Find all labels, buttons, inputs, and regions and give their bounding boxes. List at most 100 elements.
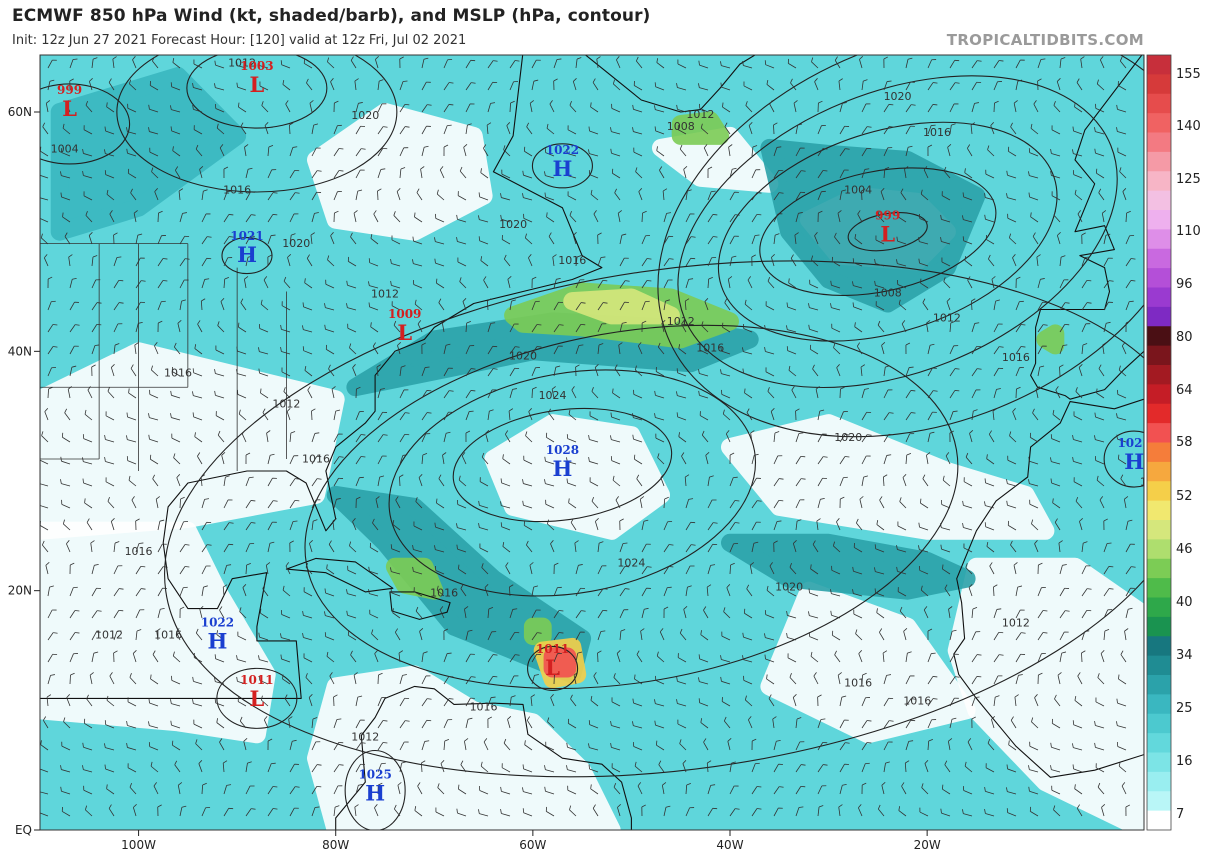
colorbar-tick-label: 58 — [1176, 435, 1193, 450]
isobar-label: 1008 — [874, 286, 902, 299]
colorbar-tick-label: 140 — [1176, 119, 1201, 134]
longitude-axis: 100W 80W 60W 40W 20W — [121, 830, 941, 852]
colorbar-tick-label: 64 — [1176, 383, 1193, 398]
isobar-label: 1012 — [351, 730, 379, 743]
svg-text:L: L — [397, 320, 412, 345]
isobar-label: 1004 — [844, 183, 872, 196]
isobar-label: 1020 — [509, 350, 537, 363]
colorbar-swatch — [1147, 403, 1171, 424]
isobar-label: 1024 — [617, 557, 645, 570]
wind-barbs — [40, 56, 1136, 817]
colorbar-swatch — [1147, 365, 1171, 385]
colorbar-tick-label: 110 — [1176, 224, 1201, 239]
isobar-label: 1016 — [154, 629, 182, 642]
svg-text:L: L — [880, 222, 895, 247]
colorbar-swatch — [1147, 132, 1171, 153]
colorbar-swatch — [1147, 190, 1171, 211]
colorbar-tick-label: 155 — [1176, 67, 1201, 82]
colorbar-swatch — [1147, 597, 1171, 618]
isobar-label: 1012 — [272, 398, 300, 411]
colorbar-swatch — [1147, 461, 1171, 482]
colorbar-tick-label: 40 — [1176, 595, 1193, 610]
brand-watermark[interactable]: TROPICALTIDBITS.COM — [946, 31, 1144, 49]
colorbar-swatch — [1147, 539, 1171, 560]
colorbar-swatch — [1147, 326, 1171, 347]
svg-text:H: H — [237, 242, 257, 267]
isobar-label: 1012 — [686, 108, 714, 121]
svg-text:1025: 1025 — [1117, 436, 1150, 450]
colorbar-swatch — [1147, 481, 1171, 502]
isobar-label: 1012 — [371, 287, 399, 300]
isobar-label: 1016 — [844, 676, 872, 689]
isobar-label: 1020 — [351, 109, 379, 122]
svg-text:H: H — [553, 156, 573, 181]
svg-text:1022: 1022 — [201, 616, 234, 630]
isobar-label: 1012 — [1140, 475, 1168, 488]
colorbar-swatch — [1147, 771, 1171, 792]
pressure-centers: 999L1003L1022H1021H1009L999L1028H1025H10… — [57, 59, 1150, 806]
svg-text:1003: 1003 — [240, 59, 273, 73]
colorbar-swatch — [1147, 287, 1171, 308]
colorbar-tick-label: 80 — [1176, 330, 1193, 345]
colorbar-tick-label: 125 — [1176, 172, 1201, 187]
colorbar-swatch — [1147, 636, 1171, 657]
isobar-label: 1020 — [834, 431, 862, 444]
colorbar-swatch — [1147, 558, 1171, 579]
isobar-label: 1016 — [470, 700, 498, 713]
svg-text:L: L — [545, 655, 560, 680]
colorbar-swatch — [1147, 616, 1171, 637]
longitude-tick-label: 60W — [519, 838, 546, 852]
colorbar-swatch — [1147, 248, 1171, 269]
colorbar-swatch — [1147, 442, 1171, 463]
svg-text:1011: 1011 — [240, 673, 273, 687]
isobar-labels: 1012100410201016102010121016101210161020… — [51, 57, 1168, 744]
colorbar-swatch — [1147, 210, 1171, 230]
colorbar-swatch — [1147, 306, 1171, 327]
svg-text:H: H — [365, 781, 385, 806]
map-frame — [39, 54, 1145, 831]
map-plot-area[interactable]: 1012100410201016102010121016101210161020… — [10, 0, 1208, 839]
svg-text:1009: 1009 — [388, 307, 421, 321]
colorbar-tick-label: 16 — [1176, 754, 1193, 769]
colorbar-swatch — [1147, 151, 1171, 172]
isobar-label: 1020 — [884, 90, 912, 103]
colorbar-swatch — [1147, 791, 1171, 812]
isobar-label: 1016 — [164, 366, 192, 379]
colorbar-swatch — [1147, 752, 1171, 773]
wind-speed-colorbar: 155 140 125 110 96 80 64 58 52 46 40 34 25 16 7 — [1146, 54, 1201, 831]
isobar-label: 1016 — [696, 341, 724, 354]
longitude-tick-label: 80W — [322, 838, 349, 852]
colorbar-tick-label: 7 — [1176, 807, 1184, 822]
isobar-label: 1012 — [1002, 617, 1030, 630]
isobar-label: 1012 — [667, 315, 695, 328]
isobar-label: 1016 — [430, 587, 458, 600]
latitude-axis: 60N 40N 20N EQ — [8, 105, 40, 837]
svg-text:H: H — [553, 456, 573, 481]
isobar-label: 1012 — [95, 629, 123, 642]
svg-text:L: L — [249, 686, 264, 711]
colorbar-swatch — [1147, 423, 1171, 444]
colorbar-swatch — [1147, 93, 1171, 114]
colorbar-swatch — [1147, 229, 1171, 250]
isobar-label: 1016 — [1002, 351, 1030, 364]
colorbar-tick-label: 96 — [1176, 277, 1193, 292]
svg-text:999: 999 — [57, 83, 82, 97]
colorbar-swatch — [1147, 733, 1171, 754]
latitude-tick-label: EQ — [15, 823, 32, 837]
colorbar-tick-label: 52 — [1176, 489, 1193, 504]
colorbar-tick-label: 25 — [1176, 701, 1193, 716]
latitude-tick-label: 60N — [8, 105, 32, 119]
mslp-isobars — [40, 55, 1144, 830]
isobar-label: 1016 — [903, 694, 931, 707]
svg-text:1011: 1011 — [536, 642, 569, 656]
coastlines — [40, 55, 1144, 830]
colorbar-swatch — [1147, 268, 1171, 289]
svg-text:L: L — [62, 96, 77, 121]
colorbar-swatch — [1147, 810, 1171, 831]
